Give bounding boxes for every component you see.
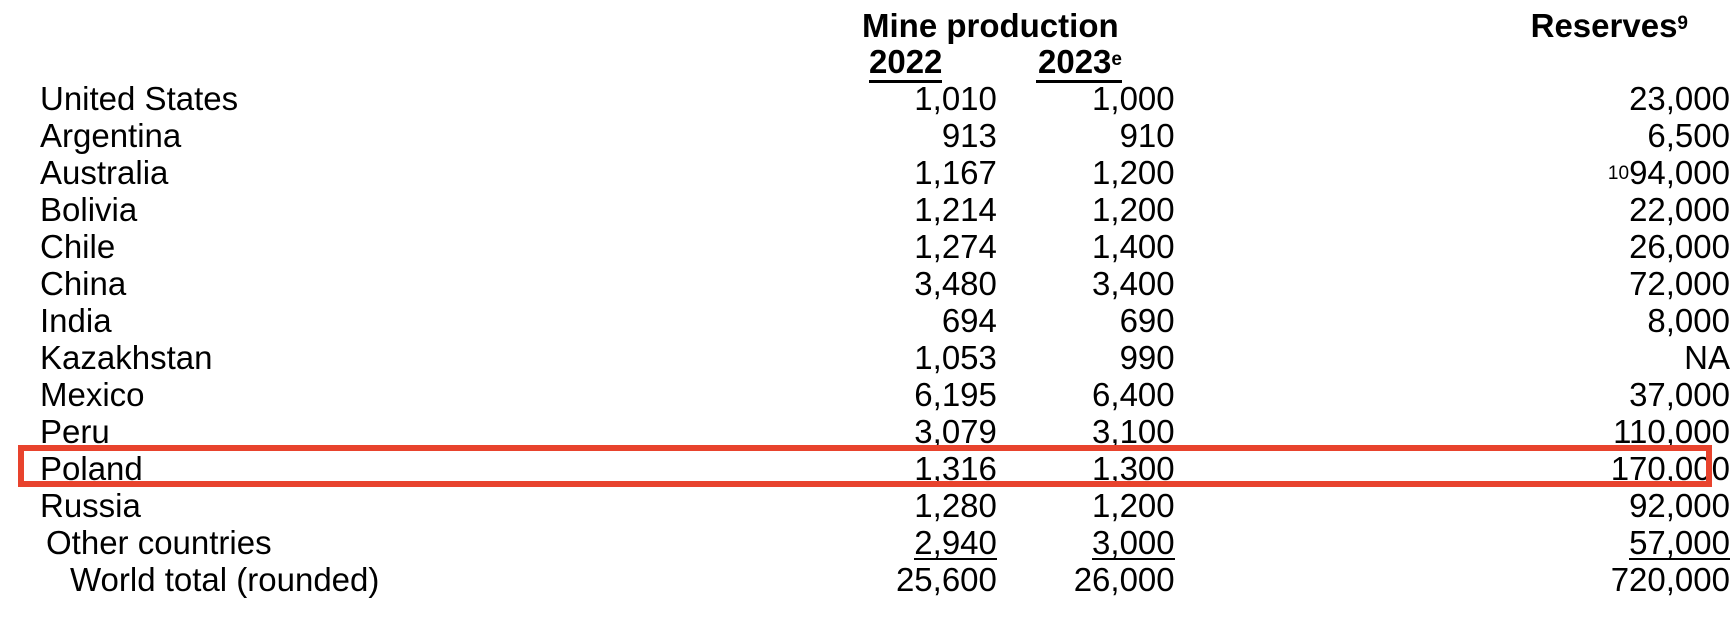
country-name: Australia xyxy=(40,153,169,191)
production-2023: 1,200 xyxy=(1092,153,1175,191)
production-2023: 1,000 xyxy=(1092,79,1175,117)
country-name: Bolivia xyxy=(40,190,138,228)
reserves-value: 110,000 xyxy=(1613,412,1730,450)
reserves-number: 57,000 xyxy=(1629,523,1730,561)
production-2023: 1,300 xyxy=(1092,449,1175,487)
table-row: United States 1,010 1,000 23,000 xyxy=(40,80,1730,117)
production-2023-value: 3,000 xyxy=(1092,523,1175,561)
production-2023: 26,000 xyxy=(1073,560,1175,598)
highlight-box-poland xyxy=(18,445,1712,487)
table-row: Other countries 2,940 3,000 57,000 xyxy=(40,524,1730,561)
production-2023: 690 xyxy=(1119,301,1175,339)
reserves-value: 57,000 xyxy=(1175,524,1730,561)
reserves-number: 94,000 xyxy=(1629,153,1730,191)
reserves-value: 92,000 xyxy=(1629,486,1730,524)
table-row: Bolivia 1,214 1,200 22,000 xyxy=(40,191,1730,228)
country-name: Kazakhstan xyxy=(40,338,213,376)
table-row: Mexico 6,195 6,400 37,000 xyxy=(40,376,1730,413)
reserves-value: 6,500 xyxy=(1647,116,1730,154)
production-2023: 910 xyxy=(1119,116,1175,154)
table-row: Argentina 913 910 6,500 xyxy=(40,117,1730,154)
production-2022: 913 xyxy=(941,116,997,154)
reserves-header: Reserves9 xyxy=(1531,8,1688,44)
production-2022-value: 2,940 xyxy=(914,523,997,561)
production-2022: 1,316 xyxy=(914,449,997,487)
table-row: World total (rounded) 25,600 26,000 720,… xyxy=(40,561,1730,598)
country-name: Argentina xyxy=(40,116,182,154)
table-row: Russia 1,280 1,200 92,000 xyxy=(40,487,1730,524)
table-row: Peru 3,079 3,100 110,000 xyxy=(40,413,1730,450)
reserves-header-label: Reserves xyxy=(1530,7,1678,44)
production-2022: 1,167 xyxy=(914,153,997,191)
production-2022: 694 xyxy=(941,301,997,339)
reserves-value: 8,000 xyxy=(1647,301,1730,339)
country-name: United States xyxy=(40,79,239,117)
country-name: Peru xyxy=(40,412,110,450)
reserves-value: NA xyxy=(1684,338,1730,376)
production-2022: 1,274 xyxy=(914,227,997,265)
table-row: Chile 1,274 1,400 26,000 xyxy=(40,228,1730,265)
production-reserves-table: United States 1,010 1,000 23,000 Argenti… xyxy=(40,80,1730,598)
production-2023: 6,400 xyxy=(1092,375,1175,413)
production-2022: 1,010 xyxy=(914,79,997,117)
year-2023-label: 2023 xyxy=(1038,43,1112,80)
reserves-value: 720,000 xyxy=(1610,560,1730,598)
reserves-value: 37,000 xyxy=(1629,375,1730,413)
production-2023: 3,000 xyxy=(997,524,1175,561)
reserves-value: 23,000 xyxy=(1629,79,1730,117)
production-2023: 3,400 xyxy=(1092,264,1175,302)
reserves-footnote-marker: 9 xyxy=(1677,13,1688,34)
production-2023: 990 xyxy=(1119,338,1175,376)
country-name: Russia xyxy=(40,486,141,524)
table-row: Australia 1,167 1,200 1094,000 xyxy=(40,154,1730,191)
country-name: Chile xyxy=(40,227,116,265)
country-name: China xyxy=(40,264,127,302)
table-row: China 3,480 3,400 72,000 xyxy=(40,265,1730,302)
country-name: Poland xyxy=(40,449,143,487)
country-name: World total (rounded) xyxy=(70,560,380,598)
production-2022: 3,079 xyxy=(914,412,997,450)
reserves-value: 22,000 xyxy=(1629,190,1730,228)
production-2023: 1,400 xyxy=(1092,227,1175,265)
table-row: India 694 690 8,000 xyxy=(40,302,1730,339)
reserves-value: 1094,000 xyxy=(1175,154,1730,191)
country-name: India xyxy=(40,301,112,339)
table-row: Kazakhstan 1,053 990 NA xyxy=(40,339,1730,376)
production-2022: 2,940 xyxy=(720,524,997,561)
production-2022: 1,053 xyxy=(914,338,997,376)
production-2023: 1,200 xyxy=(1092,486,1175,524)
year-2022-header: 2022 xyxy=(869,44,942,83)
mine-production-header: Mine production xyxy=(862,7,1119,44)
production-2023: 3,100 xyxy=(1092,412,1175,450)
production-2022: 1,214 xyxy=(914,190,997,228)
production-2022: 1,280 xyxy=(914,486,997,524)
production-2022: 3,480 xyxy=(914,264,997,302)
production-2022: 25,600 xyxy=(895,560,997,598)
production-2022: 6,195 xyxy=(914,375,997,413)
year-2023-header: 2023e xyxy=(1036,44,1122,83)
country-name: Other countries xyxy=(46,523,272,561)
estimate-marker: e xyxy=(1111,49,1122,70)
country-name: Mexico xyxy=(40,375,145,413)
production-2023: 1,200 xyxy=(1092,190,1175,228)
reserves-footnote-marker: 10 xyxy=(1607,162,1630,184)
reserves-value: 26,000 xyxy=(1629,227,1730,265)
reserves-value: 72,000 xyxy=(1629,264,1730,302)
